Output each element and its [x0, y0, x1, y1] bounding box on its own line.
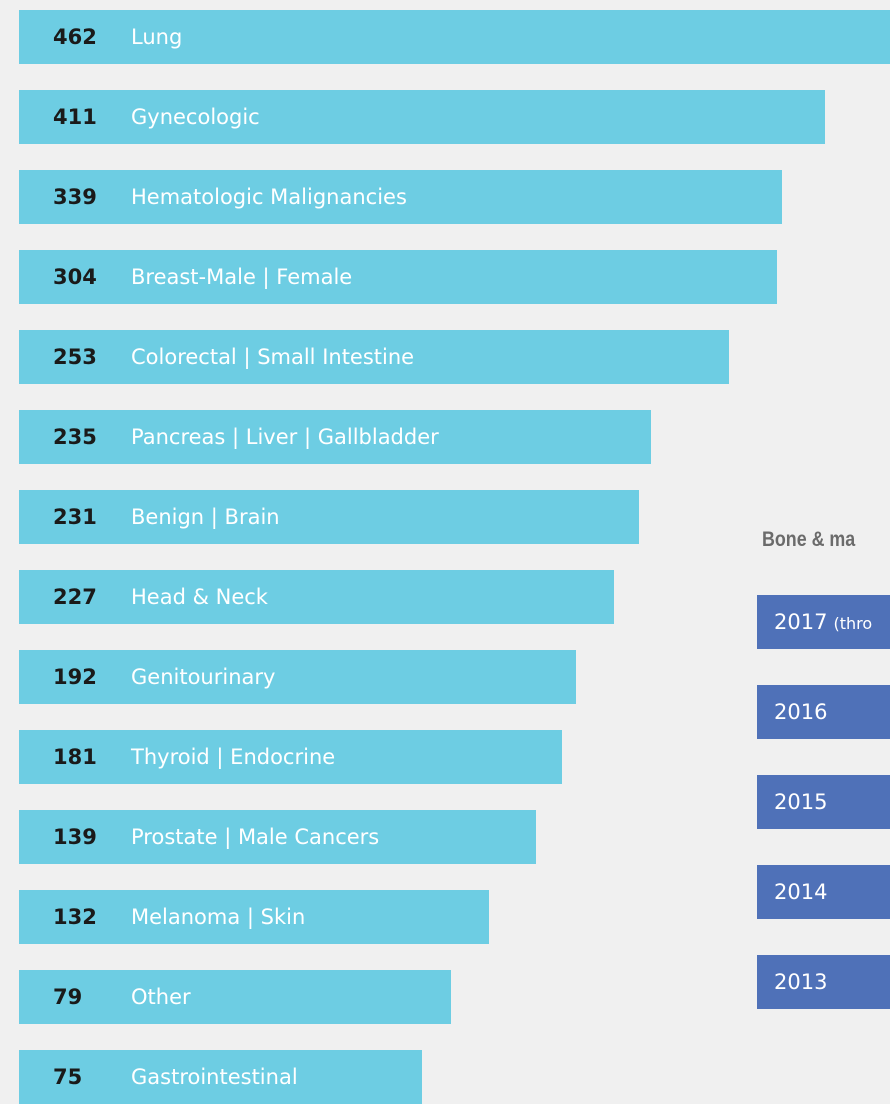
count: 235 — [53, 425, 97, 449]
year-box: 2014 — [757, 865, 890, 919]
bar-row: 132 Melanoma | Skin — [19, 890, 489, 944]
year-label: 2013 — [774, 955, 827, 1009]
category: Breast-Male | Female — [131, 265, 353, 289]
category: Benign | Brain — [131, 505, 280, 529]
panel-title: Bone & ma — [762, 528, 856, 551]
count: 304 — [53, 265, 97, 289]
bar-row: 231 Benign | Brain — [19, 490, 639, 544]
count: 75 — [53, 1065, 83, 1089]
count: 181 — [53, 745, 97, 769]
count: 79 — [53, 985, 83, 1009]
bar-row: 181 Thyroid | Endocrine — [19, 730, 562, 784]
year-text: 2015 — [774, 790, 828, 814]
count: 231 — [53, 505, 97, 529]
category: Prostate | Male Cancers — [131, 825, 380, 849]
count: 253 — [53, 345, 97, 369]
count: 462 — [53, 25, 97, 49]
category: Genitourinary — [131, 665, 276, 689]
category: Colorectal | Small Intestine — [131, 345, 415, 369]
bar-row: 304 Breast-Male | Female — [19, 250, 777, 304]
bar-row: 411 Gynecologic — [19, 90, 825, 144]
year-box: 2015 — [757, 775, 890, 829]
count: 339 — [53, 185, 97, 209]
year-text: 2014 — [774, 880, 828, 904]
category: Thyroid | Endocrine — [131, 745, 336, 769]
category: Melanoma | Skin — [131, 905, 306, 929]
year-text: 2016 — [774, 700, 828, 724]
bar-row: 227 Head & Neck — [19, 570, 614, 624]
bar-row: 79 Other — [19, 970, 451, 1024]
category: Head & Neck — [131, 585, 268, 609]
count: 227 — [53, 585, 97, 609]
bar-row: 253 Colorectal | Small Intestine — [19, 330, 729, 384]
count: 139 — [53, 825, 97, 849]
category: Gynecologic — [131, 105, 260, 129]
year-box: 2013 — [757, 955, 890, 1009]
count: 132 — [53, 905, 97, 929]
bar-row: 192 Genitourinary — [19, 650, 576, 704]
bar-row: 75 Gastrointestinal — [19, 1050, 422, 1104]
count: 192 — [53, 665, 97, 689]
count: 411 — [53, 105, 97, 129]
category: Gastrointestinal — [131, 1065, 298, 1089]
category: Pancreas | Liver | Gallbladder — [131, 425, 439, 449]
year-label: 2016 — [774, 685, 827, 739]
year-label: 2015 — [774, 775, 827, 829]
year-label: 2017 (thro — [774, 595, 872, 649]
category: Other — [131, 985, 191, 1009]
year-box: 2016 — [757, 685, 890, 739]
year-note: (thro — [833, 614, 873, 633]
bar-row: 139 Prostate | Male Cancers — [19, 810, 536, 864]
year-box: 2017 (thro — [757, 595, 890, 649]
bar-row: 462 Lung — [19, 10, 890, 64]
category: Hematologic Malignancies — [131, 185, 407, 209]
year-text: 2013 — [774, 970, 828, 994]
year-label: 2014 — [774, 865, 827, 919]
year-text: 2017 — [774, 610, 828, 634]
bar-row: 235 Pancreas | Liver | Gallbladder — [19, 410, 651, 464]
bar-row: 339 Hematologic Malignancies — [19, 170, 782, 224]
category: Lung — [131, 25, 183, 49]
